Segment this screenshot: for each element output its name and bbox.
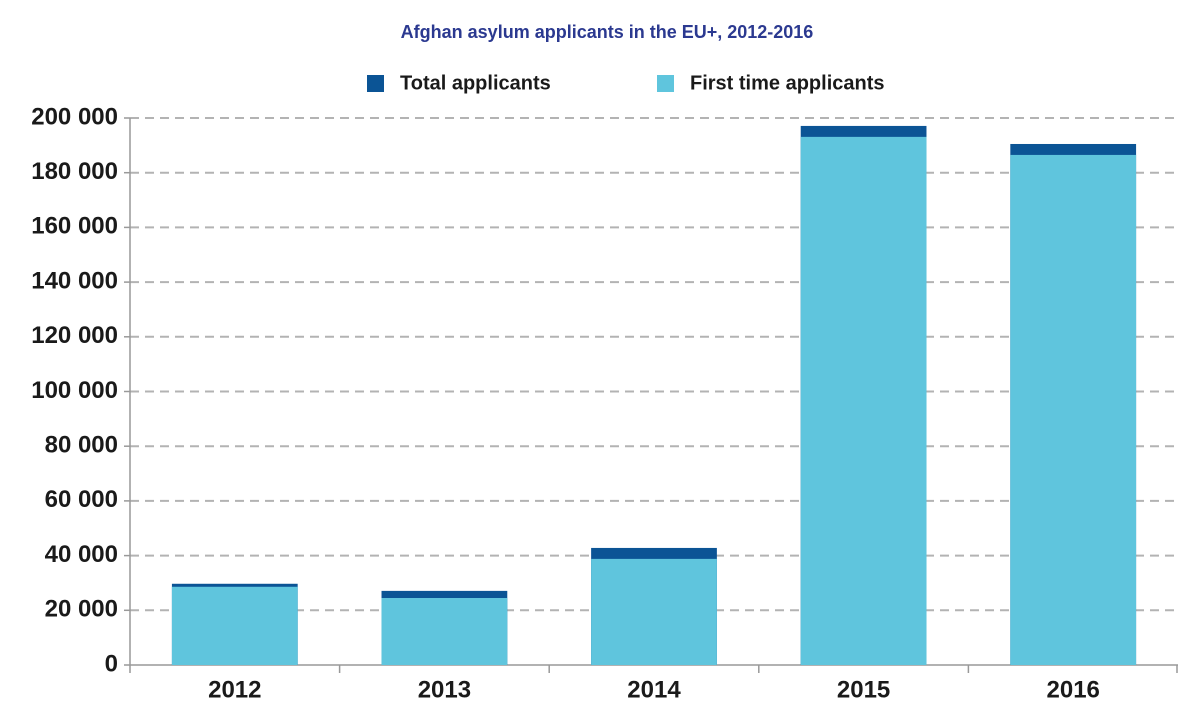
- legend-swatch: [367, 75, 384, 92]
- bar: [171, 586, 298, 665]
- y-tick-label: 200 000: [31, 103, 118, 130]
- y-tick-label: 60 000: [45, 486, 118, 513]
- bar: [591, 558, 717, 665]
- bar: [800, 136, 927, 665]
- legend-label: Total applicants: [400, 72, 551, 94]
- legend-swatch: [657, 75, 674, 92]
- y-tick-label: 100 000: [31, 377, 118, 404]
- y-tick-label: 160 000: [31, 213, 118, 240]
- legend-label: First time applicants: [690, 72, 885, 94]
- x-tick-label: 2013: [418, 676, 471, 703]
- y-tick-label: 140 000: [31, 267, 118, 294]
- bar: [381, 597, 508, 665]
- y-tick-label: 0: [105, 650, 118, 677]
- chart-title: Afghan asylum applicants in the EU+, 201…: [401, 22, 814, 42]
- y-tick-label: 20 000: [45, 596, 118, 623]
- x-tick-label: 2015: [837, 676, 890, 703]
- y-tick-label: 180 000: [31, 158, 118, 185]
- y-tick-label: 40 000: [45, 541, 118, 568]
- y-tick-label: 120 000: [31, 322, 118, 349]
- y-tick-label: 80 000: [45, 432, 118, 459]
- x-tick-label: 2014: [627, 676, 681, 703]
- x-tick-label: 2012: [208, 676, 261, 703]
- x-tick-label: 2016: [1047, 676, 1100, 703]
- bar: [1010, 154, 1137, 666]
